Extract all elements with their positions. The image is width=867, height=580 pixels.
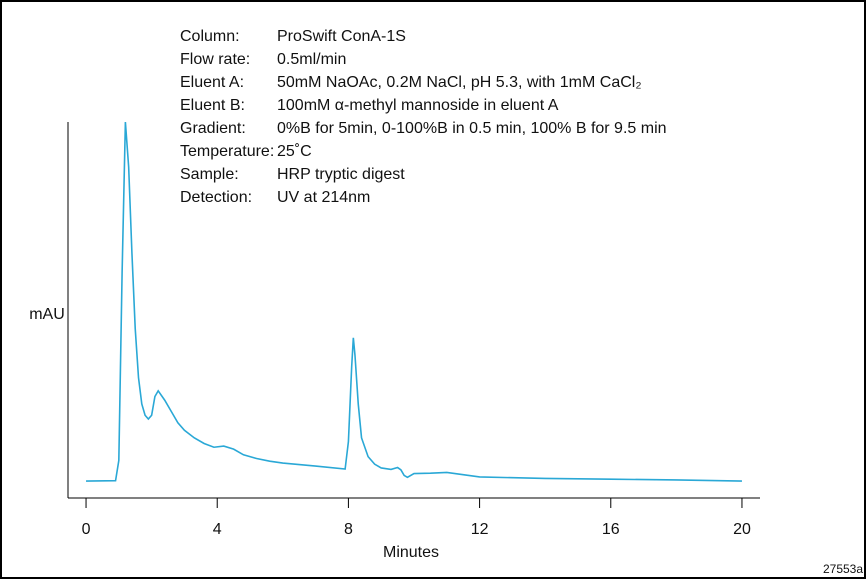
annotation-text: UV at 214nm <box>277 189 370 206</box>
y-axis-label: mAU <box>29 306 65 323</box>
annotation-text: 100mM α-methyl mannoside in eluent A <box>277 97 559 114</box>
annotation-label: Detection: <box>180 189 252 206</box>
annotation-text: ProSwift ConA-1S <box>277 28 406 45</box>
annotation-text: 25˚C <box>277 143 312 160</box>
annotation-label: Column: <box>180 28 240 45</box>
annotation-label: Gradient: <box>180 120 246 137</box>
annotation-label: Flow rate: <box>180 51 250 68</box>
annotation-label: Eluent B: <box>180 97 245 114</box>
x-axis-label: Minutes <box>383 544 439 561</box>
x-tick-label: 20 <box>733 521 751 538</box>
annotation-text: 0%B for 5min, 0-100%B in 0.5 min, 100% B… <box>277 120 667 137</box>
x-tick-label: 4 <box>213 521 222 538</box>
annotation-label: Sample: <box>180 166 239 183</box>
annotation-text: 50mM NaOAc, 0.2M NaCl, pH 5.3, with 1mM … <box>277 74 642 91</box>
trace <box>86 121 742 482</box>
annotation-text: HRP tryptic digest <box>277 166 405 183</box>
x-tick-label: 8 <box>344 521 353 538</box>
figure-id: 27553a <box>823 562 863 576</box>
annotation-label: Eluent A: <box>180 74 244 91</box>
x-tick-label: 16 <box>602 521 620 538</box>
x-tick-label: 0 <box>82 521 91 538</box>
x-tick-label: 12 <box>471 521 489 538</box>
annotation-label: Temperature: <box>180 143 274 160</box>
annotation-text: 0.5ml/min <box>277 51 346 68</box>
